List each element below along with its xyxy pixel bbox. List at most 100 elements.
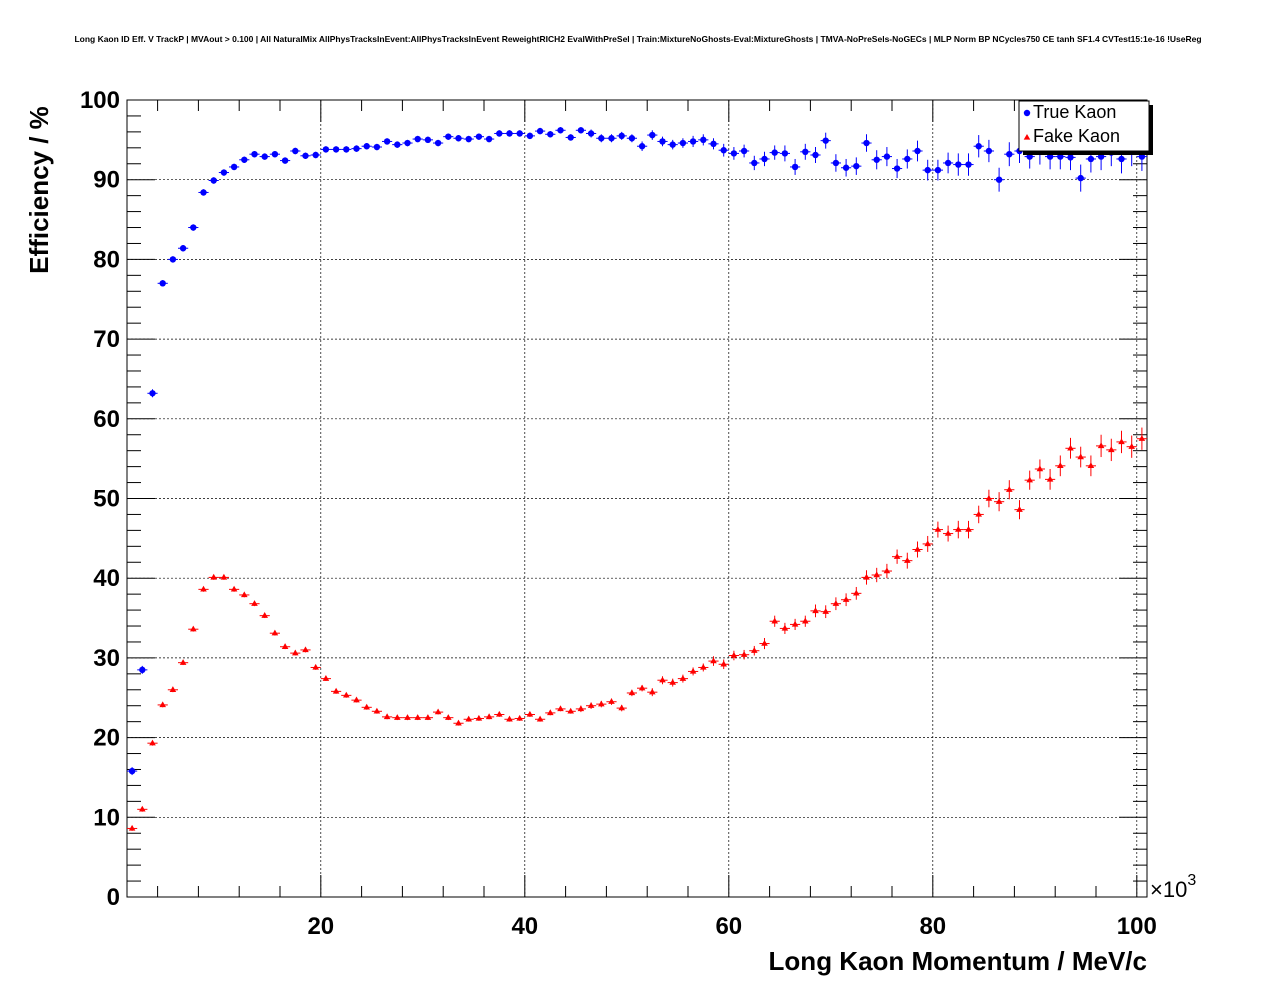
data-point (983, 489, 994, 508)
data-point (963, 520, 974, 539)
data-point (249, 150, 260, 158)
marker (883, 153, 891, 160)
data-point (494, 130, 505, 137)
data-point (861, 570, 872, 585)
data-point (137, 665, 148, 674)
data-point (881, 147, 892, 167)
marker (934, 525, 942, 532)
data-point (820, 605, 831, 619)
data-point (647, 688, 658, 697)
marker (975, 510, 982, 517)
marker (373, 707, 381, 714)
data-point (851, 157, 862, 175)
marker (587, 702, 595, 708)
marker (424, 714, 432, 720)
marker (343, 146, 350, 153)
data-point (1004, 142, 1015, 167)
data-point (739, 144, 750, 158)
marker (924, 540, 931, 547)
data-point (269, 629, 280, 636)
marker (1128, 443, 1135, 449)
marker (1026, 476, 1033, 483)
marker (781, 624, 789, 631)
marker (281, 157, 289, 164)
marker (230, 585, 238, 592)
marker (475, 714, 483, 721)
data-point (749, 155, 760, 171)
marker (842, 596, 850, 602)
marker (659, 138, 666, 145)
marker (995, 498, 1003, 504)
marker (1016, 506, 1023, 512)
data-point (188, 625, 199, 632)
marker (1077, 174, 1084, 182)
data-point (688, 667, 699, 676)
data-point (800, 615, 811, 627)
data-point (637, 684, 648, 692)
marker (771, 617, 778, 624)
x-tick-label: 40 (511, 913, 538, 940)
marker (159, 280, 166, 287)
marker (832, 600, 840, 606)
data-point (218, 573, 229, 580)
data-point (718, 143, 729, 157)
marker (455, 719, 462, 726)
marker (506, 715, 513, 722)
data-point (555, 127, 566, 134)
marker (1006, 150, 1013, 158)
series-true-kaon (127, 127, 1147, 776)
data-point (239, 156, 250, 163)
data-point (351, 145, 362, 152)
data-point (667, 678, 678, 687)
marker (251, 150, 258, 158)
marker (720, 660, 727, 667)
data-point (453, 719, 464, 726)
data-point (718, 659, 729, 670)
data-point (280, 157, 291, 164)
marker (1057, 462, 1064, 469)
marker (669, 141, 676, 148)
data-point (902, 552, 913, 569)
y-axis-label: Efficiency / % (24, 106, 54, 274)
data-point (953, 520, 964, 539)
data-point (341, 146, 352, 153)
marker (679, 139, 687, 147)
marker (536, 715, 544, 722)
data-point (1034, 459, 1045, 479)
data-point (208, 177, 219, 184)
marker (383, 713, 391, 720)
marker (761, 155, 768, 163)
data-point (698, 663, 709, 672)
data-point (331, 146, 342, 153)
marker (1046, 475, 1054, 482)
marker (567, 707, 574, 714)
marker (159, 701, 166, 708)
marker (414, 714, 421, 720)
series-fake-kaon (127, 427, 1147, 831)
data-point (881, 563, 892, 579)
legend-label-true-kaon: True Kaon (1033, 102, 1116, 122)
data-point (361, 143, 372, 150)
marker (863, 139, 870, 147)
marker (577, 705, 585, 712)
data-point (392, 141, 403, 148)
marker (128, 824, 136, 831)
data-point (994, 492, 1005, 512)
marker (434, 708, 442, 715)
data-point (198, 585, 209, 592)
marker (332, 687, 340, 694)
data-point (443, 133, 454, 140)
data-point (422, 714, 433, 721)
marker (934, 166, 942, 174)
marker (485, 713, 493, 720)
data-point (973, 505, 984, 524)
marker (465, 715, 472, 722)
data-point (167, 686, 178, 693)
y-tick-label: 0 (107, 884, 120, 911)
marker (955, 161, 962, 168)
marker (924, 166, 931, 174)
legend-marker-fake-kaon (1023, 134, 1031, 140)
data-point (514, 130, 525, 137)
data-point (1106, 438, 1117, 462)
data-point (647, 130, 658, 140)
